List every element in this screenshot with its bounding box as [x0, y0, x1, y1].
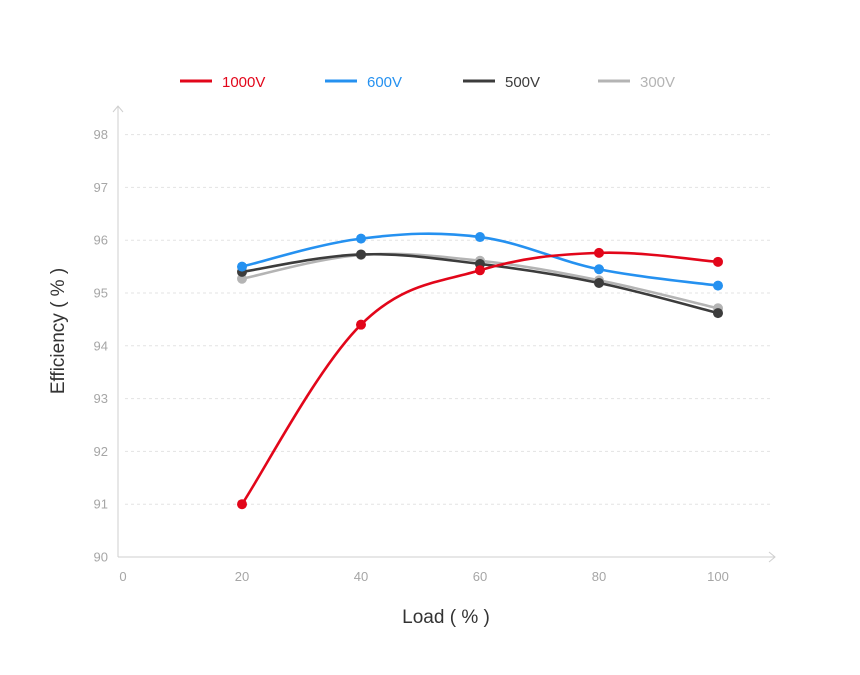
x-tick-label: 80 — [592, 569, 606, 584]
legend-label: 300V — [640, 74, 675, 91]
data-point-500v — [713, 308, 723, 319]
y-axis-arrow-icon — [112, 105, 124, 113]
legend-label: 600V — [367, 74, 402, 91]
data-point-300v — [237, 273, 247, 284]
legend-item-600v: 600V — [325, 74, 402, 91]
x-tick-label: 40 — [354, 569, 368, 584]
y-tick-label: 93 — [94, 391, 108, 406]
y-tick-label: 95 — [94, 286, 108, 301]
x-tick-labels: 0 20 40 60 80 100 — [119, 569, 728, 584]
x-tick-label: 0 — [119, 569, 126, 584]
axes — [112, 105, 776, 563]
series-1000v — [237, 247, 723, 510]
y-axis-title: Efficiency ( % ) — [48, 268, 69, 394]
data-point-1000v — [356, 319, 366, 330]
data-point-500v — [356, 249, 366, 260]
legend: 1000V 600V 500V 300V — [180, 74, 675, 91]
series-600v — [237, 232, 723, 291]
data-point-1000v — [475, 265, 485, 276]
y-tick-label: 96 — [94, 233, 108, 248]
y-tick-label: 91 — [94, 497, 108, 512]
series-line-1000v — [240, 251, 720, 506]
y-tick-label: 94 — [94, 338, 108, 353]
data-point-500v — [594, 277, 604, 288]
series-500v — [237, 249, 723, 319]
x-tick-label: 60 — [473, 569, 487, 584]
data-point-600v — [713, 280, 723, 291]
x-tick-label: 100 — [707, 569, 729, 584]
x-axis-title: Load ( % ) — [402, 607, 490, 628]
y-tick-label: 98 — [94, 127, 108, 142]
legend-item-1000v: 1000V — [180, 74, 265, 91]
data-point-1000v — [594, 247, 604, 258]
legend-label: 1000V — [222, 74, 265, 91]
data-point-600v — [475, 232, 485, 243]
y-tick-label: 90 — [94, 550, 108, 565]
x-tick-label: 20 — [235, 569, 249, 584]
data-point-1000v — [237, 499, 247, 510]
data-point-1000v — [713, 256, 723, 267]
data-point-600v — [237, 261, 247, 272]
legend-item-500v: 500V — [463, 74, 540, 91]
data-point-600v — [356, 233, 366, 244]
y-tick-labels: 90 91 92 93 94 95 96 97 98 — [94, 127, 108, 564]
data-point-600v — [594, 264, 604, 275]
legend-item-300v: 300V — [598, 74, 675, 91]
legend-label: 500V — [505, 74, 540, 91]
x-axis-arrow-icon — [768, 551, 776, 563]
series-lines — [237, 232, 723, 510]
y-tick-label: 92 — [94, 444, 108, 459]
y-tick-label: 97 — [94, 180, 108, 195]
grid — [125, 134, 772, 505]
